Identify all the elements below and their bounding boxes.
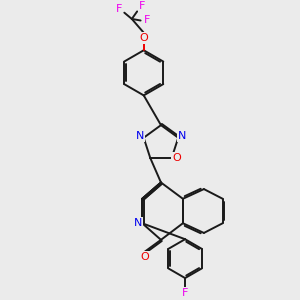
Text: N: N <box>134 218 142 228</box>
Text: N: N <box>178 131 186 141</box>
Text: F: F <box>144 16 150 26</box>
Text: N: N <box>136 131 144 141</box>
Text: O: O <box>172 153 181 163</box>
Text: O: O <box>140 33 148 43</box>
Text: F: F <box>182 288 188 298</box>
Text: F: F <box>116 4 122 14</box>
Text: F: F <box>139 1 145 11</box>
Text: O: O <box>140 252 149 262</box>
